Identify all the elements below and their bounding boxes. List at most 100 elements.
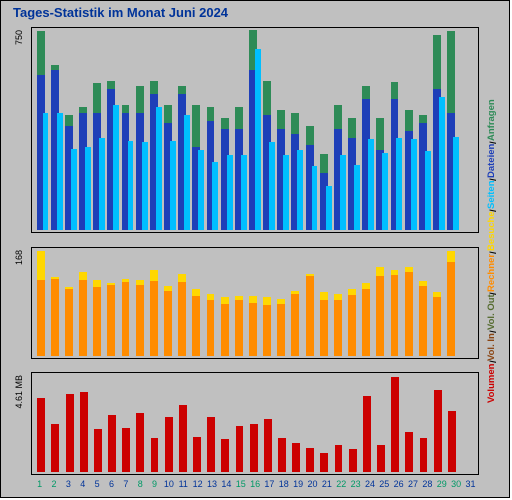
day-column [163, 30, 176, 230]
x-label: 24 [363, 479, 376, 493]
seiten-bar [340, 155, 346, 230]
volumen-bar [349, 449, 357, 472]
rechner-bar [150, 281, 158, 355]
seiten-bar [297, 150, 303, 230]
day-column [178, 30, 191, 230]
day-column [291, 250, 304, 356]
day-column [461, 30, 474, 230]
volumen-bar [136, 413, 144, 472]
day-column [263, 30, 276, 230]
day-column [291, 375, 304, 472]
volumen-bar [250, 424, 258, 472]
day-column [64, 250, 77, 356]
legend-item: Besuche [486, 212, 501, 252]
legend-item: Seiten [486, 181, 501, 210]
panel-volume: 4.61 MB [31, 372, 479, 475]
rechner-bar [376, 276, 384, 356]
day-column [347, 375, 360, 472]
day-column [305, 250, 318, 356]
legend-item: Volumen [486, 363, 501, 402]
day-column [248, 250, 261, 356]
seiten-bar [411, 139, 417, 230]
day-column [432, 250, 445, 356]
rechner-bar [263, 305, 271, 355]
seiten-bar [425, 151, 431, 230]
rechner-bar [391, 275, 399, 356]
day-column [78, 30, 91, 230]
volumen-bar [108, 415, 116, 472]
seiten-bar [128, 141, 134, 230]
seiten-bar [170, 141, 176, 230]
day-column [390, 30, 403, 230]
day-column [93, 375, 106, 472]
volumen-bar [335, 445, 343, 472]
seiten-bar [439, 97, 445, 230]
ylabel-mid: 168 [14, 250, 24, 265]
day-column [404, 375, 417, 472]
day-column [404, 250, 417, 356]
day-column [178, 375, 191, 472]
volumen-bar [306, 448, 314, 472]
x-label: 6 [105, 479, 118, 493]
volumen-bar [434, 390, 442, 472]
seiten-bar [212, 162, 218, 230]
rechner-bar [235, 300, 243, 356]
day-column [135, 375, 148, 472]
legend-item: Anfragen [486, 99, 501, 141]
x-label: 11 [177, 479, 190, 493]
seiten-bar [354, 165, 360, 230]
x-label: 2 [47, 479, 60, 493]
day-column [263, 375, 276, 472]
legend-separator: / [488, 251, 499, 254]
day-column [305, 375, 318, 472]
legend-item: Dateien [486, 144, 501, 178]
day-column [319, 250, 332, 356]
volumen-bar [151, 438, 159, 472]
day-column [135, 250, 148, 356]
ylabel-bot: 4.61 MB [14, 375, 24, 409]
rechner-bar [291, 294, 299, 356]
rechner-bar [320, 300, 328, 356]
rechner-bar [79, 280, 87, 356]
day-column [36, 250, 49, 356]
day-column [220, 30, 233, 230]
day-column [36, 375, 49, 472]
x-label: 19 [291, 479, 304, 493]
day-column [277, 250, 290, 356]
legend-separator: / [488, 209, 499, 212]
legend-item: Rechner [486, 254, 501, 292]
day-column [418, 30, 431, 230]
panel-hits: 750 [31, 27, 479, 233]
day-column [206, 375, 219, 472]
rechner-bar [107, 285, 115, 356]
day-column [376, 375, 389, 472]
day-column [163, 250, 176, 356]
day-column [64, 375, 77, 472]
volumen-bar [37, 398, 45, 472]
x-label: 4 [76, 479, 89, 493]
volumen-bar [94, 429, 102, 472]
x-label: 5 [90, 479, 103, 493]
volumen-bar [179, 405, 187, 472]
day-column [93, 30, 106, 230]
seiten-bar [227, 155, 233, 230]
day-column [149, 250, 162, 356]
day-column [149, 375, 162, 472]
day-column [192, 30, 205, 230]
seiten-bar [71, 149, 77, 230]
day-column [64, 30, 77, 230]
x-label: 21 [320, 479, 333, 493]
day-column [93, 250, 106, 356]
day-column [277, 375, 290, 472]
seiten-bar [99, 138, 105, 230]
day-column [107, 375, 120, 472]
day-column [178, 250, 191, 356]
x-label: 29 [435, 479, 448, 493]
volumen-bar [165, 417, 173, 472]
seiten-bar [312, 166, 318, 230]
rechner-bar [419, 286, 427, 355]
seiten-bar [269, 142, 275, 230]
day-column [333, 30, 346, 230]
volumen-bar [193, 437, 201, 472]
rechner-bar [37, 280, 45, 356]
